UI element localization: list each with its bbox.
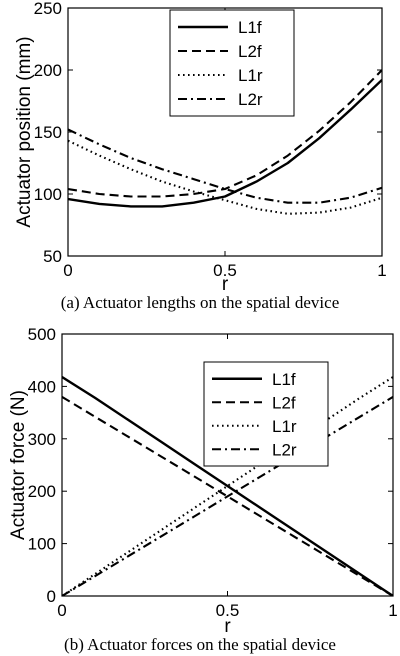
legend-label-l2r: L2r (238, 90, 263, 109)
x-axis-label: r (222, 274, 229, 295)
y-tick-label: 100 (34, 185, 62, 204)
legend-a: L1f L2f L1r L2r (169, 9, 295, 117)
x-tick-label: 0.5 (213, 261, 237, 280)
y-tick-label: 200 (28, 482, 56, 501)
x-tick-label: 1 (377, 261, 386, 280)
y-tick-label: 100 (28, 535, 56, 554)
series-line-l2f (62, 396, 393, 596)
chart-a: 50 100 150 200 250 0 0.5 1 Actuator position (mm… (14, 0, 387, 312)
y-tick-label: 50 (43, 247, 62, 266)
legend-label-l1f: L1f (272, 370, 296, 389)
legend-label-l1r: L1r (238, 66, 263, 85)
plot-area-b (62, 375, 393, 596)
x-tick-label: 0.5 (216, 601, 240, 620)
series-line-l2f (68, 69, 382, 198)
x-tick-label: 0 (63, 261, 72, 280)
legend-label-l2r: L2r (272, 440, 297, 459)
chart-b: 0 100 200 300 400 500 0 0.5 1 Actuator force (N) r… (8, 325, 398, 654)
legend-label-l2f: L2f (272, 393, 296, 412)
plot-area-a (68, 69, 382, 215)
legend-label-l1f: L1f (238, 18, 262, 37)
series-line-l1r (62, 376, 393, 596)
y-axis-label: Actuator force (N) (8, 390, 29, 540)
series-line-l1f (68, 79, 382, 208)
legend-b: L1f L2f L1r L2r (203, 361, 329, 467)
y-tick-label: 400 (28, 377, 56, 396)
y-tick-label: 300 (28, 430, 56, 449)
legend-label-l2f: L2f (238, 42, 262, 61)
figure-caption-a: (a) Actuator lengths on the spatial devi… (61, 293, 340, 312)
figure-caption-b: (b) Actuator forces on the spatial devic… (64, 635, 336, 654)
series-line-l2r (68, 128, 382, 204)
y-tick-label: 500 (28, 325, 56, 344)
y-axis-label: Actuator position (mm) (14, 36, 35, 227)
x-tick-label: 0 (57, 601, 66, 620)
x-tick-label: 1 (388, 601, 397, 620)
x-axis-label: r (224, 616, 231, 637)
series-line-l2r (62, 396, 393, 596)
series-line-l1f (62, 375, 393, 596)
legend-label-l1r: L1r (272, 417, 297, 436)
y-tick-label: 250 (34, 0, 62, 18)
y-tick-label: 150 (34, 123, 62, 142)
y-tick-label: 200 (34, 61, 62, 80)
y-tick-label: 0 (47, 587, 56, 606)
